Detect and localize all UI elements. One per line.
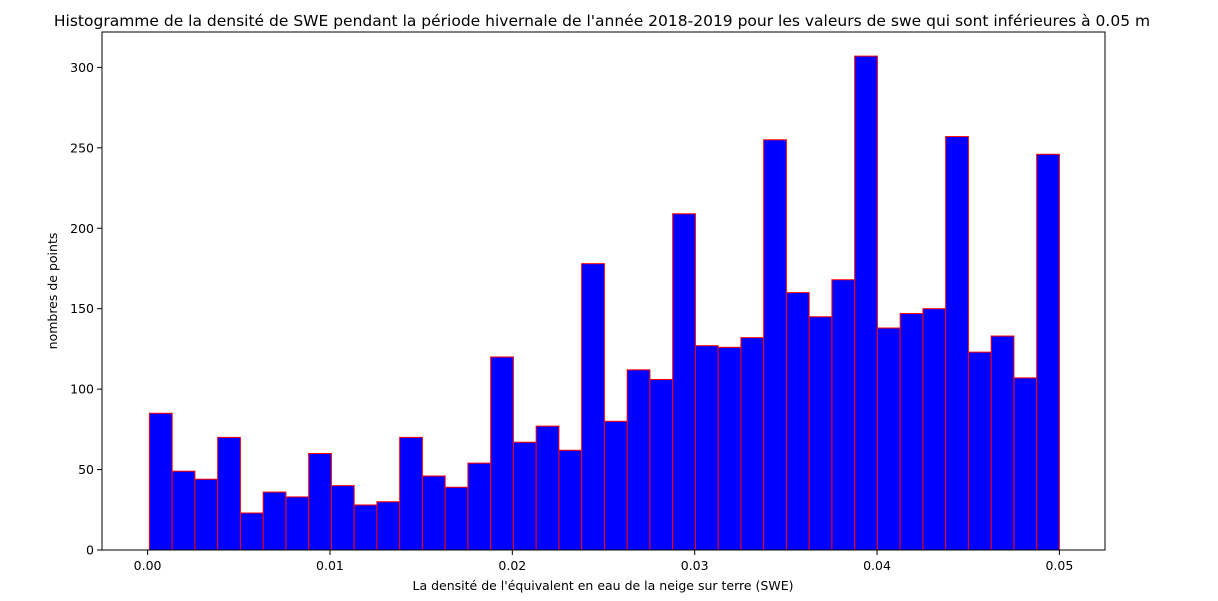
histogram-bar [239,512,264,551]
x-tick-label: 0.04 [863,558,891,573]
histogram-bar [353,504,378,551]
histogram-bar [945,136,969,551]
histogram-bar [1036,153,1060,551]
histogram-bar [649,378,674,551]
histogram-bar [148,412,173,551]
y-tick-label: 50 [78,462,94,477]
histogram-bar [171,470,196,551]
histogram-bar [763,139,787,551]
x-axis-label: La densité de l'équivalent en eau de la … [413,578,794,593]
histogram-bar [512,441,537,551]
x-axis-ticks: 0.00 0.01 0.02 0.03 0.04 0.05 [134,550,1073,573]
histogram-bar [1013,377,1038,551]
x-tick-label: 0.00 [134,558,162,573]
x-tick-label: 0.03 [681,558,709,573]
y-tick-label: 100 [70,382,94,397]
y-tick-label: 150 [70,301,94,316]
histogram-bar [626,369,651,551]
histogram-bar [990,335,1015,551]
histogram-bar [740,337,765,551]
chart-title: Histogramme de la densité de SWE pendant… [54,12,1150,30]
histogram-bar [876,327,901,551]
histogram-bar [262,491,287,551]
histogram-bar [831,279,856,551]
histogram-bar [899,313,924,551]
histogram-bar [444,486,469,551]
histogram-bar [421,475,446,551]
histogram-bar [467,462,492,551]
histogram-bar [490,356,514,551]
histogram-bar [558,449,583,551]
y-axis-label: nombres de points [45,233,60,350]
plot-frame [101,31,1106,551]
histogram-bar [308,452,332,551]
histogram-bar [603,420,628,551]
histogram-bar [581,263,605,551]
histogram-bar [535,425,560,551]
histogram-bar [717,346,742,551]
y-tick-label: 300 [70,60,94,75]
histogram-bar [967,351,992,551]
x-tick-label: 0.02 [498,558,526,573]
histogram-bar [694,345,719,551]
y-tick-label: 200 [70,221,94,236]
histogram-bar [217,436,241,551]
histogram-bar [922,308,947,551]
y-axis-ticks: 0 50 100 150 200 250 300 [70,60,102,558]
histogram-bar [330,485,355,551]
histogram-bar [808,316,833,551]
histogram-bar [854,55,878,551]
histogram-bar [285,496,310,551]
histogram-bar [785,292,810,551]
histogram-bar [672,213,696,551]
histogram-bar [399,436,423,551]
x-tick-label: 0.05 [1045,558,1073,573]
histogram-bar [194,478,219,551]
x-tick-label: 0.01 [316,558,344,573]
y-tick-label: 250 [70,140,94,155]
y-tick-label: 0 [86,543,94,558]
bars-group [148,55,1060,551]
histogram-bar [376,501,401,551]
